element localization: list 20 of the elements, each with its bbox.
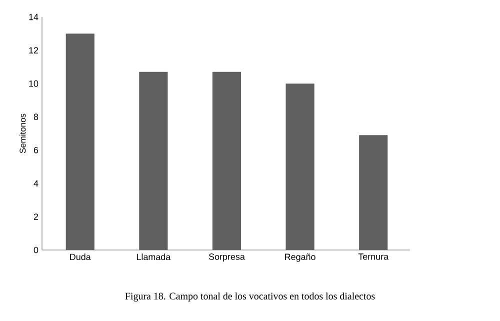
- y-tick-label: 10: [29, 80, 38, 87]
- y-tick-label: 2: [34, 214, 38, 220]
- y-tick-label: 8: [34, 114, 38, 120]
- y-tick-label: 6: [34, 146, 38, 154]
- y-axis-title: Semitonos: [19, 114, 26, 154]
- bar: [139, 72, 168, 250]
- x-tick-label: Duda: [70, 254, 91, 260]
- text: Figura 18. Campo tonal de los vocativos en todos los dialectos: [125, 292, 375, 302]
- bar: [66, 34, 94, 250]
- bar: [286, 84, 314, 250]
- x-tick-label: Sorpresa: [208, 254, 245, 262]
- bar: [359, 135, 388, 250]
- y-tick-label: 12: [29, 47, 38, 54]
- x-tick-label: Ternura: [358, 254, 389, 260]
- y-tick-label: 4: [34, 180, 38, 187]
- y-tick-label: 14: [29, 14, 38, 20]
- x-tick-label: Regaño: [285, 254, 316, 262]
- x-tick-label: Llamada: [136, 254, 171, 260]
- y-tick-label: 0: [34, 246, 38, 254]
- bar: [212, 72, 242, 250]
